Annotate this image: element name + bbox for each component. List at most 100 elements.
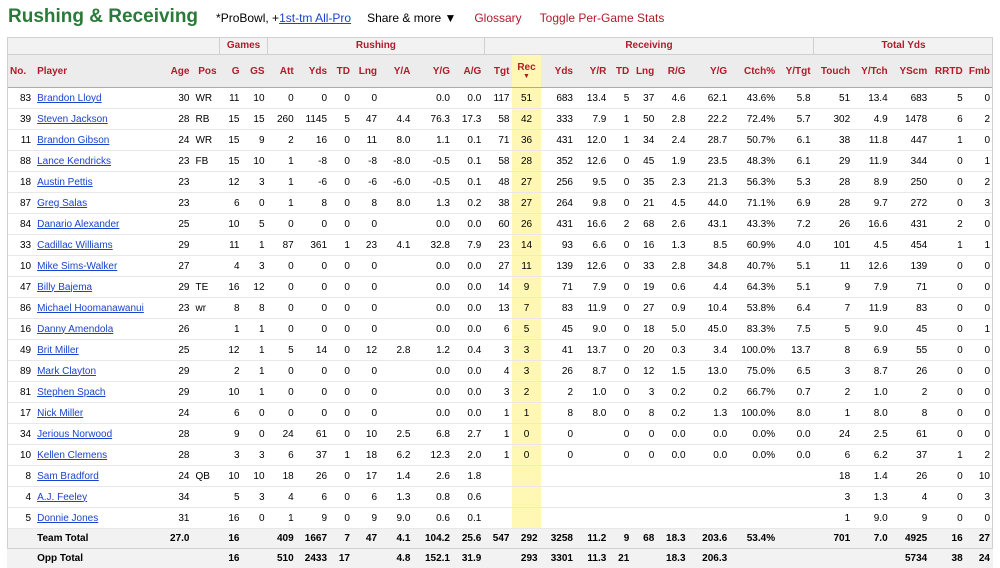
column-header[interactable]: Y/Tgt xyxy=(778,55,813,88)
column-header[interactable]: RRTD xyxy=(930,55,965,88)
player-link[interactable]: Austin Pettis xyxy=(34,172,163,193)
table-cell xyxy=(730,508,778,529)
total-cell xyxy=(814,549,854,568)
table-cell xyxy=(730,487,778,508)
column-header[interactable]: Yds xyxy=(297,55,330,88)
column-header[interactable]: Yds xyxy=(541,55,576,88)
player-link[interactable]: A.J. Feeley xyxy=(34,487,163,508)
group-games: Games xyxy=(220,37,268,55)
table-cell: 5.7 xyxy=(778,109,813,130)
table-cell: 100.0% xyxy=(730,340,778,361)
player-link[interactable]: Jerious Norwood xyxy=(34,424,163,445)
column-header[interactable]: Touch xyxy=(814,55,854,88)
player-link[interactable]: Sam Bradford xyxy=(34,466,163,487)
column-header[interactable]: Att xyxy=(268,55,297,88)
player-link[interactable]: Danario Alexander xyxy=(34,214,163,235)
table-cell: 58 xyxy=(484,151,512,172)
table-cell xyxy=(484,466,512,487)
table-cell: 5.3 xyxy=(778,172,813,193)
column-header[interactable]: No. xyxy=(7,55,34,88)
table-cell: 0 xyxy=(297,361,330,382)
table-cell xyxy=(192,256,219,277)
table-cell: 0 xyxy=(930,172,965,193)
column-header[interactable]: Y/A xyxy=(380,55,413,88)
table-cell: 88 xyxy=(7,151,34,172)
table-cell: 7.9 xyxy=(576,277,609,298)
column-header[interactable]: GS xyxy=(243,55,268,88)
table-cell: 0.0 xyxy=(453,277,484,298)
column-header[interactable]: Y/G xyxy=(413,55,453,88)
column-header[interactable]: TD xyxy=(609,55,632,88)
column-header[interactable]: A/G xyxy=(453,55,484,88)
column-header[interactable]: Tgt xyxy=(484,55,512,88)
table-cell: 3 xyxy=(814,361,854,382)
column-header[interactable]: Player xyxy=(34,55,163,88)
total-cell: 3301 xyxy=(541,549,576,568)
table-cell xyxy=(657,508,688,529)
table-cell: 6.8 xyxy=(413,424,453,445)
table-cell: 0 xyxy=(966,424,993,445)
player-link[interactable]: Mark Clayton xyxy=(34,361,163,382)
column-header[interactable]: Rec▼ xyxy=(512,55,540,88)
table-cell: 12 xyxy=(243,277,268,298)
table-cell: 34 xyxy=(163,487,192,508)
table-cell: 0 xyxy=(966,277,993,298)
table-cell: 1 xyxy=(268,508,297,529)
column-header[interactable]: Fmb xyxy=(966,55,993,88)
player-link[interactable]: Greg Salas xyxy=(34,193,163,214)
column-header[interactable]: Age xyxy=(163,55,192,88)
player-link[interactable]: Billy Bajema xyxy=(34,277,163,298)
column-header[interactable]: Y/G xyxy=(689,55,731,88)
player-link[interactable]: Kellen Clemens xyxy=(34,445,163,466)
column-header[interactable]: Lng xyxy=(632,55,657,88)
table-cell: 0 xyxy=(353,298,380,319)
column-header[interactable]: TD xyxy=(330,55,353,88)
table-cell: 18 xyxy=(353,445,380,466)
total-cell: 16 xyxy=(220,529,243,549)
column-header[interactable]: G xyxy=(220,55,243,88)
player-link[interactable]: Danny Amendola xyxy=(34,319,163,340)
table-cell: 1 xyxy=(930,445,965,466)
table-cell: 53.8% xyxy=(730,298,778,319)
share-menu-button[interactable]: Share & more ▼ xyxy=(367,11,456,25)
player-link[interactable]: Michael Hoomanawanui xyxy=(34,298,163,319)
table-cell: 1.3 xyxy=(853,487,891,508)
player-link[interactable]: Brandon Gibson xyxy=(34,130,163,151)
column-header[interactable]: Pos xyxy=(192,55,219,88)
table-cell: 0 xyxy=(930,319,965,340)
table-cell: 2.7 xyxy=(453,424,484,445)
column-header[interactable]: Lng xyxy=(353,55,380,88)
player-link[interactable]: Steven Jackson xyxy=(34,109,163,130)
table-cell: 5.0 xyxy=(657,319,688,340)
column-header[interactable]: YScm xyxy=(891,55,931,88)
table-cell: 10 xyxy=(7,445,34,466)
table-cell: 9 xyxy=(512,277,540,298)
column-header[interactable]: Y/Tch xyxy=(853,55,891,88)
toggle-per-game-link[interactable]: Toggle Per-Game Stats xyxy=(540,11,665,25)
player-link[interactable]: Brandon Lloyd xyxy=(34,88,163,109)
total-cell xyxy=(778,549,813,568)
table-cell: 0 xyxy=(353,256,380,277)
table-cell: 60 xyxy=(484,214,512,235)
table-cell: 0.0 xyxy=(453,361,484,382)
table-cell: 1 xyxy=(243,361,268,382)
table-cell: 38 xyxy=(484,193,512,214)
player-link[interactable]: Mike Sims-Walker xyxy=(34,256,163,277)
table-cell: 0 xyxy=(297,403,330,424)
player-link[interactable]: Lance Kendricks xyxy=(34,151,163,172)
table-cell: 0 xyxy=(268,88,297,109)
table-cell xyxy=(730,466,778,487)
glossary-link[interactable]: Glossary xyxy=(474,11,521,25)
table-cell: 0 xyxy=(609,235,632,256)
table-cell: 2 xyxy=(966,445,993,466)
player-link[interactable]: Nick Miller xyxy=(34,403,163,424)
table-cell: 29 xyxy=(163,361,192,382)
player-link[interactable]: Brit Miller xyxy=(34,340,163,361)
column-header[interactable]: R/G xyxy=(657,55,688,88)
player-link[interactable]: Donnie Jones xyxy=(34,508,163,529)
all-pro-link[interactable]: 1st-tm All-Pro xyxy=(279,11,351,25)
player-link[interactable]: Stephen Spach xyxy=(34,382,163,403)
column-header[interactable]: Y/R xyxy=(576,55,609,88)
column-header[interactable]: Ctch% xyxy=(730,55,778,88)
player-link[interactable]: Cadillac Williams xyxy=(34,235,163,256)
